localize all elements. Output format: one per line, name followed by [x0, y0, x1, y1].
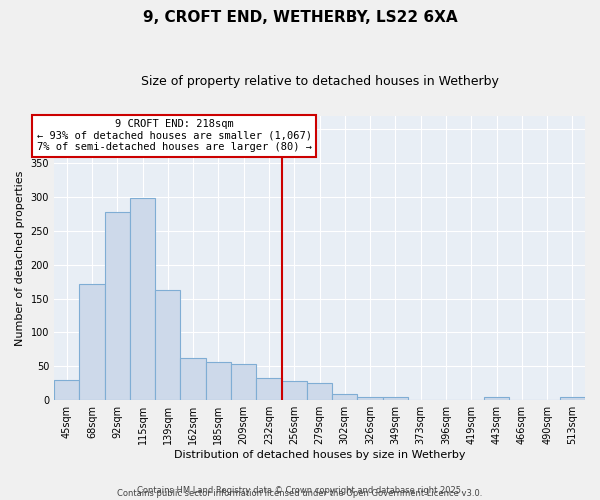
- Bar: [54, 380, 79, 400]
- Bar: [484, 398, 509, 400]
- Bar: [231, 364, 256, 400]
- Bar: [383, 398, 408, 400]
- Bar: [155, 290, 181, 400]
- Bar: [281, 381, 307, 400]
- Bar: [256, 378, 281, 400]
- Bar: [130, 198, 155, 400]
- Y-axis label: Number of detached properties: Number of detached properties: [15, 170, 25, 346]
- Bar: [307, 382, 332, 400]
- Bar: [332, 394, 358, 400]
- Bar: [206, 362, 231, 400]
- Bar: [560, 398, 585, 400]
- Bar: [181, 358, 206, 400]
- Text: Contains public sector information licensed under the Open Government Licence v3: Contains public sector information licen…: [118, 488, 482, 498]
- Bar: [104, 212, 130, 400]
- Text: 9 CROFT END: 218sqm
← 93% of detached houses are smaller (1,067)
7% of semi-deta: 9 CROFT END: 218sqm ← 93% of detached ho…: [37, 120, 311, 152]
- X-axis label: Distribution of detached houses by size in Wetherby: Distribution of detached houses by size …: [174, 450, 465, 460]
- Title: Size of property relative to detached houses in Wetherby: Size of property relative to detached ho…: [140, 75, 499, 88]
- Bar: [79, 284, 104, 400]
- Text: 9, CROFT END, WETHERBY, LS22 6XA: 9, CROFT END, WETHERBY, LS22 6XA: [143, 10, 457, 25]
- Bar: [358, 398, 383, 400]
- Text: Contains HM Land Registry data © Crown copyright and database right 2025.: Contains HM Land Registry data © Crown c…: [137, 486, 463, 495]
